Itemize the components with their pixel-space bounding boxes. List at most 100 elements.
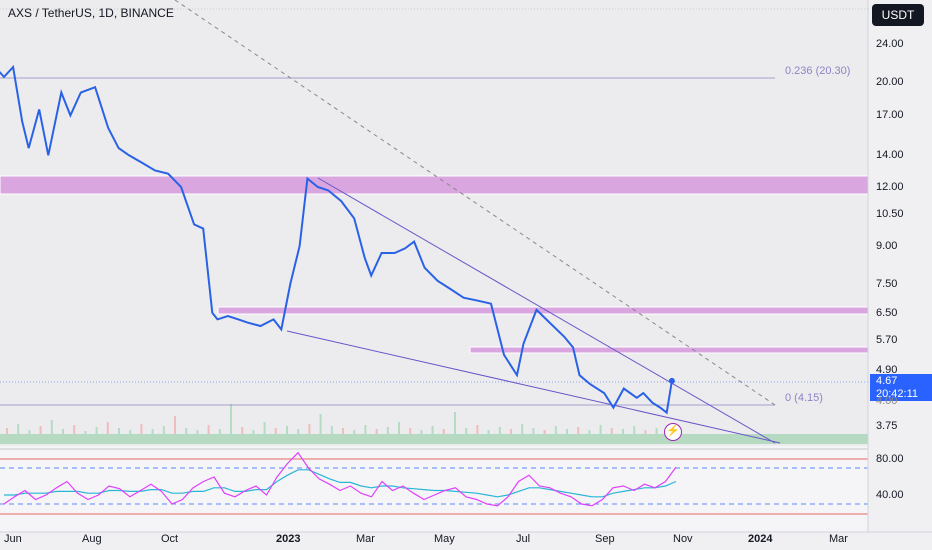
volume-bar — [566, 429, 568, 434]
volume-bar — [118, 428, 120, 434]
volume-bar — [185, 428, 188, 434]
y-tick-label: 20.00 — [876, 76, 904, 88]
volume-bar — [588, 430, 591, 434]
x-tick-label: Sep — [595, 533, 615, 545]
volume-bar — [442, 429, 445, 434]
x-tick-label: 2024 — [748, 533, 773, 545]
volume-bar — [106, 422, 109, 434]
x-tick-label: Nov — [673, 533, 693, 545]
volume-bar — [599, 425, 602, 434]
volume-bar — [510, 429, 512, 434]
volume-bar — [431, 426, 434, 434]
x-tick-label: May — [434, 533, 455, 545]
y-tick-label: 10.50 — [876, 208, 904, 220]
lower-wedge-line — [286, 330, 781, 444]
volume-bar — [129, 430, 132, 434]
volume-bar — [409, 428, 412, 434]
volume-bar — [420, 430, 423, 434]
x-tick-label: Aug — [82, 533, 102, 545]
volume-bar — [286, 426, 288, 434]
volume-bar — [398, 422, 400, 434]
volume-bar — [532, 428, 535, 434]
volume-bar — [498, 427, 501, 434]
volume-bar — [577, 427, 580, 434]
y-tick-label: 5.70 — [876, 334, 898, 346]
volume-bar — [375, 429, 378, 434]
y-tick-label: 9.00 — [876, 240, 898, 252]
volume-bar — [241, 427, 244, 434]
y-tick-label: 12.00 — [876, 181, 904, 193]
volume-bar — [342, 428, 344, 434]
volume-bar — [521, 424, 524, 434]
volume-bar — [487, 430, 490, 434]
volume-bar — [622, 429, 624, 434]
volume-bar — [230, 404, 232, 434]
dashed-trendline — [174, 0, 779, 408]
rsi-line — [3, 451, 677, 507]
volume-bar — [454, 412, 456, 434]
volume-bar — [330, 426, 333, 434]
rsi-ma-line — [4, 469, 677, 498]
y-tick-label: 3.75 — [876, 420, 898, 432]
volume-bar — [319, 414, 322, 434]
volume-bar — [218, 429, 221, 434]
volume-bar — [308, 424, 311, 434]
current-price-value: 4.67 — [876, 375, 898, 387]
volume-bar — [196, 430, 199, 434]
volume-bar — [263, 422, 266, 434]
volume-bar — [353, 430, 356, 434]
volume-bar — [207, 425, 210, 434]
volume-bar — [151, 429, 154, 434]
volume-bar — [28, 430, 31, 434]
volume-bar — [543, 430, 546, 434]
fib-label-0: 0 (4.15) — [785, 392, 823, 404]
x-tick-label: Jun — [4, 533, 22, 545]
volume-bar — [644, 430, 647, 434]
y-tick-label: 4.90 — [876, 364, 898, 376]
volume-bar — [610, 428, 613, 434]
volume-bar — [62, 429, 64, 434]
x-tick-label: Mar — [356, 533, 375, 545]
symbol-title: AXS / TetherUS, 1D, BINANCE — [8, 6, 174, 20]
volume-bar — [633, 426, 636, 434]
rsi-tick-label: 80.00 — [876, 453, 904, 465]
candle-countdown: 20:42:11 — [876, 388, 919, 400]
volume-bar — [465, 428, 468, 434]
rsi-tick-label: 40.00 — [876, 489, 904, 501]
last-price-dot — [668, 377, 675, 384]
volume-bar — [364, 425, 367, 434]
y-tick-label: 7.50 — [876, 278, 898, 290]
volume-bar — [6, 428, 8, 434]
volume-bar — [655, 428, 658, 434]
lightning-icon[interactable]: ⚡ — [664, 423, 682, 441]
volume-bar — [39, 426, 42, 434]
y-tick-label: 14.00 — [876, 149, 904, 161]
volume-bar — [252, 430, 255, 434]
volume-bar — [140, 424, 143, 434]
rsi-pane — [0, 446, 868, 532]
volume-bar — [476, 425, 479, 434]
volume-bar — [73, 425, 76, 434]
upper-wedge-line — [317, 177, 776, 444]
y-tick-label: 24.00 — [876, 38, 904, 50]
currency-button[interactable]: USDT — [872, 4, 924, 26]
x-tick-label: Oct — [161, 533, 179, 545]
volume-bar — [95, 427, 98, 434]
volume-bar — [84, 431, 87, 434]
volume-band — [0, 434, 868, 444]
y-tick-label: 4.00 — [876, 395, 898, 407]
volume-bar — [386, 427, 389, 434]
volume-bar — [174, 416, 176, 434]
fib-label-0236: 0.236 (20.30) — [785, 65, 851, 77]
x-tick-label: 2023 — [276, 533, 301, 545]
y-tick-label: 6.50 — [876, 307, 898, 319]
volume-bar — [162, 426, 165, 434]
volume-bar — [17, 424, 20, 434]
current-price-tag: 4.67 20:42:11 — [870, 374, 932, 401]
volume-bar — [274, 428, 277, 434]
y-tick-label: 17.00 — [876, 109, 904, 121]
volume-bar — [50, 420, 53, 434]
volume-bar — [297, 429, 300, 434]
x-tick-label: Mar — [829, 533, 848, 545]
